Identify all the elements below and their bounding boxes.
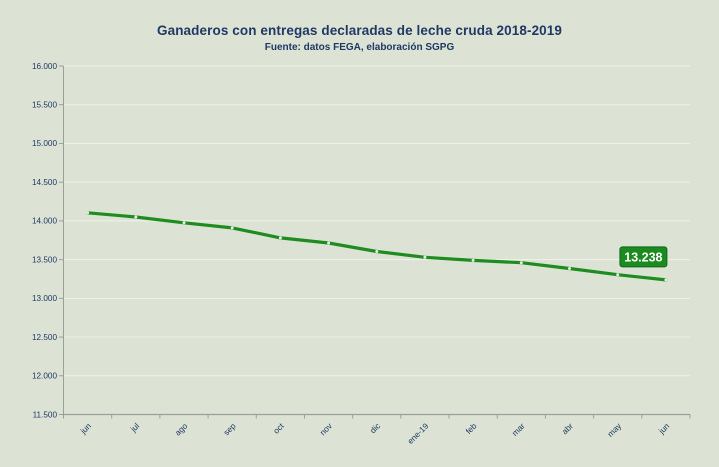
x-axis-label: ago [173,421,189,437]
y-axis-label: 13.500 [32,255,57,264]
x-axis-label: dic [368,422,382,436]
data-point-marker [86,211,90,215]
data-point-marker [664,278,668,282]
data-point-marker [375,250,379,253]
x-axis-label: oct [272,421,287,436]
data-point-marker [471,258,475,262]
y-axis-label: 15.000 [32,139,57,148]
data-point-marker [568,267,571,270]
x-axis-label: jul [128,421,141,434]
data-line [85,211,668,282]
x-axis-label: feb [464,421,479,436]
data-point-marker [134,215,138,219]
x-axis-label: jun [78,421,93,436]
data-point-marker [519,261,523,265]
data-point-marker [327,241,331,245]
annotation-label: 13.238 [624,250,662,264]
x-axis-label: abr [560,421,575,436]
x-axis-label: ene-19 [406,421,431,446]
y-axis-label: 11.500 [33,410,58,419]
data-point-marker [423,255,427,259]
x-axis-label: may [606,421,624,439]
x-axis-label: sep [222,421,238,437]
chart-title: Ganaderos con entregas declaradas de lec… [157,23,562,38]
x-axis-label: mar [510,421,527,438]
x-axis-label: nov [318,421,334,437]
data-point-marker [278,236,282,240]
data-point-marker [230,226,234,230]
y-axis-label: 14.500 [32,178,57,187]
y-axis-label: 16.000 [32,62,57,71]
chart-subtitle: Fuente: datos FEGA, elaboración SGPG [264,42,455,53]
x-axis-label: jun [657,421,672,436]
data-point-marker [182,221,186,225]
y-axis-label: 13.000 [32,294,57,303]
y-axis-label: 12.500 [32,333,57,342]
annotation-box [619,246,668,268]
y-axis-label: 12.000 [32,372,57,381]
y-axis-label: 14.000 [32,217,57,226]
y-axis-label: 15.500 [32,101,57,110]
data-point-marker [616,273,620,277]
